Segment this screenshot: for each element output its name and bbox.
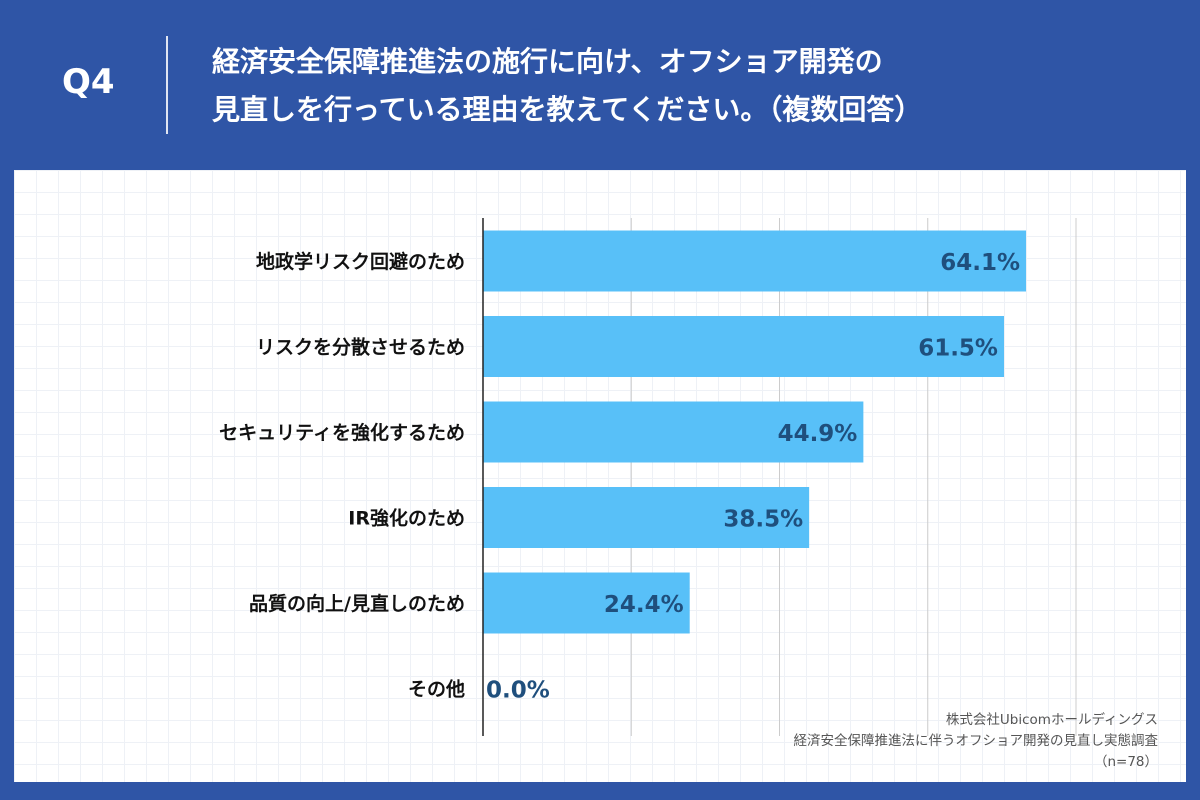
bar-chart: 地政学リスク回避のため 64.1% リスクを分散させるため 61.5% セキュリティを強… bbox=[219, 218, 1077, 736]
bar-5 bbox=[483, 572, 690, 634]
bar-4 bbox=[483, 487, 810, 548]
category-label-4: IR強化のため bbox=[348, 507, 465, 530]
value-label-3: 44.9% bbox=[778, 421, 858, 447]
bar-3 bbox=[483, 401, 864, 463]
value-label-1: 64.1% bbox=[940, 250, 1020, 276]
category-label-1: 地政学リスク回避のため bbox=[256, 250, 465, 273]
category-label-3: セキュリティを強化するため bbox=[219, 421, 465, 444]
source-sample: （n=78） bbox=[1093, 754, 1158, 770]
category-label-2: リスクを分散させるため bbox=[256, 336, 465, 359]
chart-panel: 地政学リスク回避のため 64.1% リスクを分散させるため 61.5% セキュリティを強… bbox=[14, 170, 1186, 782]
question-title: 経済安全保障推進法の施行に向け、オフショア開発の 見直しを行っている理由を教えて… bbox=[212, 38, 1172, 134]
value-label-2: 61.5% bbox=[918, 336, 998, 362]
category-label-5: 品質の向上/見直しのため bbox=[249, 592, 465, 615]
value-label-5: 24.4% bbox=[604, 592, 684, 618]
source-note: 株式会社Ubicomホールディングス 経済安全保障推進法に伴うオフショア開発の見… bbox=[794, 710, 1159, 773]
header: Q4 経済安全保障推進法の施行に向け、オフショア開発の 見直しを行っている理由を… bbox=[0, 0, 1200, 170]
question-line-2: 見直しを行っている理由を教えてください。（複数回答） bbox=[212, 93, 923, 126]
value-label-6: 0.0% bbox=[486, 678, 550, 704]
bar-2 bbox=[483, 316, 1004, 377]
bar-1 bbox=[483, 230, 1027, 292]
category-label-6: その他 bbox=[408, 678, 465, 701]
header-divider bbox=[166, 36, 168, 134]
question-line-1: 経済安全保障推進法の施行に向け、オフショア開発の bbox=[212, 45, 883, 78]
source-company: 株式会社Ubicomホールディングス bbox=[945, 712, 1158, 728]
value-label-4: 38.5% bbox=[723, 507, 803, 533]
source-survey: 経済安全保障推進法に伴うオフショア開発の見直し実態調査 bbox=[793, 733, 1159, 749]
question-number: Q4 bbox=[62, 62, 115, 102]
